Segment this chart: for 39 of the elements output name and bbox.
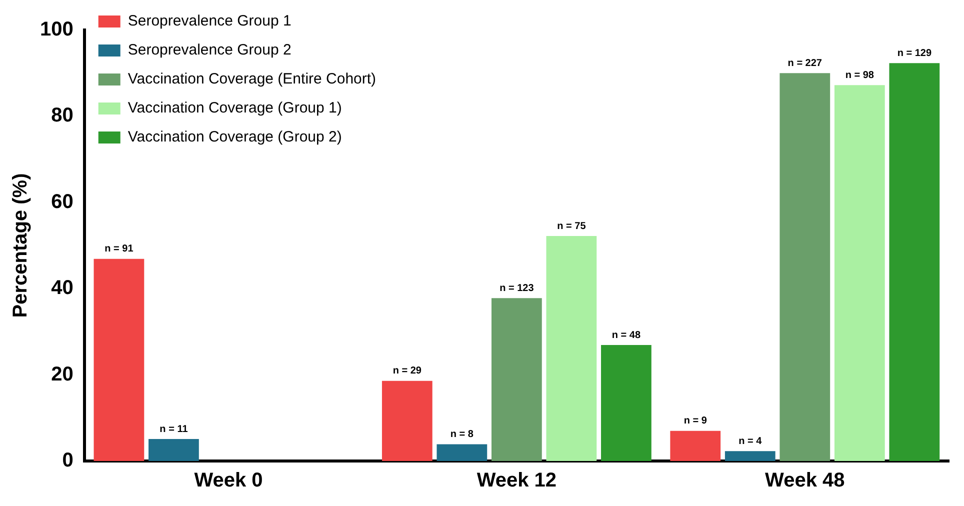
- annotation: n = 48: [612, 330, 641, 341]
- legend-label: Seroprevalence Group 1: [128, 12, 292, 30]
- bar: [889, 63, 940, 461]
- y-tick-label: 80: [51, 104, 74, 127]
- bar: [382, 380, 432, 461]
- legend-label: Vaccination Coverage (Entire Cohort): [128, 70, 376, 88]
- annotation: n = 75: [557, 220, 586, 232]
- annotation: n = 129: [897, 48, 932, 59]
- annotation: n = 91: [104, 244, 134, 255]
- annotation: n = 8: [450, 428, 474, 440]
- y-tick-label: 20: [51, 363, 74, 386]
- x-tick-label: Week 12: [476, 470, 557, 492]
- bar: [94, 258, 144, 461]
- annotation: n = 227: [788, 58, 822, 69]
- y-tick-label: 0: [62, 450, 74, 472]
- bar: [834, 85, 885, 461]
- bar: [436, 444, 488, 461]
- annotation: n = 123: [500, 282, 534, 294]
- annotation: n = 98: [845, 70, 874, 81]
- bar: [724, 451, 776, 461]
- bar: [601, 345, 652, 461]
- legend-label: Vaccination Coverage (Group 1): [128, 100, 342, 117]
- annotation: n = 11: [160, 424, 188, 435]
- y-tick-label: 100: [40, 18, 74, 41]
- annotation: n = 4: [738, 436, 762, 447]
- y-axis-title: Percentage (%): [10, 173, 32, 318]
- annotation: n = 29: [392, 366, 422, 377]
- bar: [670, 430, 721, 461]
- bar: [780, 73, 830, 461]
- x-tick-label: Week 0: [194, 470, 263, 492]
- bar: [546, 236, 597, 461]
- annotation: n = 9: [684, 416, 708, 427]
- legend-label: Seroprevalence Group 2: [128, 42, 292, 59]
- y-tick-label: 40: [51, 277, 74, 300]
- legend-label: Vaccination Coverage (Group 2): [128, 128, 342, 146]
- x-tick-label: Week 48: [765, 470, 845, 492]
- bar: [148, 439, 199, 461]
- y-tick-label: 60: [51, 190, 74, 213]
- bar: [491, 298, 542, 461]
